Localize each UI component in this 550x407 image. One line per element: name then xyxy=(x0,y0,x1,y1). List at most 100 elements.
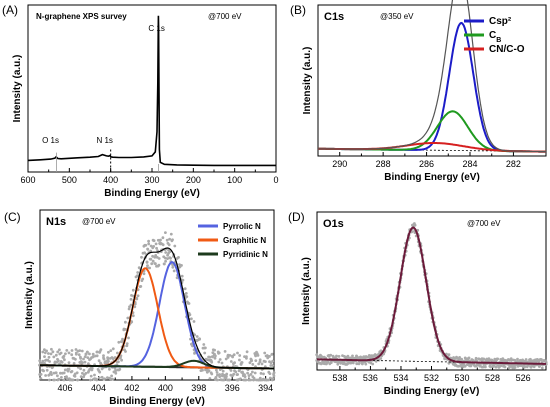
data-point xyxy=(259,372,263,375)
data-point xyxy=(262,372,265,376)
x-tick-label: 284 xyxy=(462,159,477,169)
data-point xyxy=(492,365,495,368)
data-point xyxy=(67,367,71,371)
data-point xyxy=(471,358,475,362)
data-point xyxy=(82,357,85,361)
data-point xyxy=(484,365,487,369)
data-point xyxy=(177,256,180,259)
data-point xyxy=(124,350,127,353)
data-point xyxy=(147,242,151,246)
chart-title: C1s xyxy=(324,11,344,23)
legend-label: Csp² xyxy=(489,16,512,27)
data-point xyxy=(133,305,137,309)
x-tick-label: 530 xyxy=(455,373,470,383)
data-point xyxy=(74,348,78,351)
data-point xyxy=(223,350,227,353)
data-point xyxy=(224,357,228,361)
data-point xyxy=(54,371,58,375)
data-point xyxy=(210,360,214,364)
data-point xyxy=(535,358,539,361)
data-point xyxy=(233,361,237,365)
data-point xyxy=(218,358,222,361)
energy-annotation: @700 eV xyxy=(82,217,116,226)
data-point xyxy=(87,362,90,366)
data-point xyxy=(239,377,242,381)
x-axis-label: Binding Energy (eV) xyxy=(384,386,480,397)
data-point xyxy=(270,353,274,356)
data-point xyxy=(102,377,106,381)
data-point xyxy=(70,349,74,352)
data-point xyxy=(150,262,154,266)
energy-annotation: @350 eV xyxy=(380,12,414,21)
data-point xyxy=(164,251,168,254)
data-point xyxy=(39,373,43,376)
data-point xyxy=(110,374,113,378)
x-tick-label: 282 xyxy=(506,159,521,169)
x-tick-label: 394 xyxy=(258,383,273,393)
legend-label: CB xyxy=(489,30,501,44)
data-point xyxy=(208,377,212,380)
data-point xyxy=(496,357,500,361)
data-point xyxy=(119,340,123,344)
data-point xyxy=(67,351,71,355)
data-point xyxy=(117,340,121,344)
data-point xyxy=(135,297,139,301)
data-point xyxy=(227,378,231,382)
data-point xyxy=(238,368,242,372)
data-point xyxy=(136,294,140,298)
data-point xyxy=(74,357,77,361)
data-point xyxy=(39,377,43,380)
data-point xyxy=(221,369,225,373)
data-point xyxy=(268,355,271,358)
data-point xyxy=(79,355,82,359)
x-tick-label: 288 xyxy=(376,159,391,169)
legend-label: CN/C-O xyxy=(489,44,525,55)
data-point xyxy=(57,377,61,381)
data-point xyxy=(166,257,169,260)
data-point xyxy=(129,303,133,307)
data-point xyxy=(111,347,115,351)
x-tick-label: 406 xyxy=(58,383,73,393)
data-point xyxy=(207,369,211,373)
data-point xyxy=(267,378,270,382)
data-point xyxy=(161,236,165,240)
data-point xyxy=(45,368,49,372)
data-point xyxy=(371,362,375,366)
data-point xyxy=(186,301,190,305)
data-point xyxy=(234,370,238,374)
data-point xyxy=(43,348,46,351)
data-point xyxy=(70,370,74,373)
data-point xyxy=(167,243,171,247)
data-point xyxy=(108,367,111,371)
data-point xyxy=(59,371,62,375)
x-tick-label: 200 xyxy=(186,175,201,185)
data-point xyxy=(48,360,51,363)
data-point xyxy=(120,358,123,362)
x-tick-label: 404 xyxy=(91,383,106,393)
data-point xyxy=(351,354,354,358)
data-point xyxy=(185,295,189,298)
data-point xyxy=(98,370,102,374)
data-point xyxy=(225,374,228,378)
data-point xyxy=(164,231,167,235)
envelope-line xyxy=(39,247,274,370)
data-point xyxy=(218,373,222,376)
data-point xyxy=(244,378,248,382)
data-point xyxy=(81,361,84,364)
data-point xyxy=(153,255,157,259)
data-point xyxy=(84,371,88,375)
x-tick-label: 396 xyxy=(225,383,240,393)
data-point xyxy=(145,260,149,264)
peak-label: C 1s xyxy=(148,24,164,33)
data-point xyxy=(154,262,157,265)
data-point xyxy=(447,353,451,356)
data-point xyxy=(228,354,232,357)
data-point xyxy=(65,375,68,378)
data-point xyxy=(149,249,153,253)
data-point xyxy=(56,374,59,378)
data-point xyxy=(105,360,108,363)
data-point xyxy=(225,372,229,376)
data-point xyxy=(249,378,253,382)
data-point xyxy=(349,356,352,360)
